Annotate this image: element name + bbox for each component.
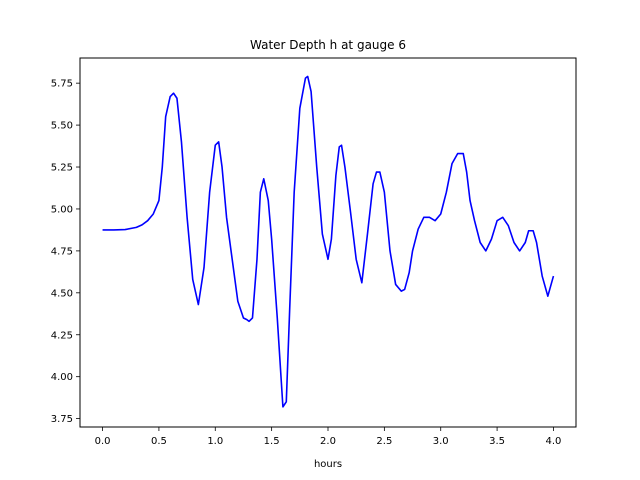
x-tick-label: 0.0 (95, 436, 111, 447)
x-tick-label: 3.0 (433, 436, 449, 447)
x-axis-ticks: 0.0 0.5 1.0 1.5 2.0 2.5 3.0 3.5 4.0 (95, 427, 562, 447)
y-tick-label: 4.50 (51, 288, 73, 299)
x-tick-label: 2.5 (376, 436, 392, 447)
x-tick-label: 0.5 (151, 436, 167, 447)
y-tick-label: 4.25 (51, 330, 73, 341)
chart-title: Water Depth h at gauge 6 (250, 38, 406, 52)
series-layer (102, 75, 555, 408)
y-tick-label: 5.00 (51, 204, 73, 215)
y-tick-label: 5.50 (51, 121, 73, 132)
x-tick-label: 4.0 (546, 436, 562, 447)
plot-frame (79, 57, 577, 428)
x-axis-label: hours (314, 459, 342, 470)
y-tick-label: 4.75 (51, 246, 73, 257)
y-tick-label: 5.75 (51, 79, 73, 90)
x-tick-label: 3.5 (489, 436, 505, 447)
y-axis-ticks: 3.75 4.00 4.25 4.50 4.75 5.00 5.25 5.50 5.75 (51, 79, 80, 425)
series-line-0 (102, 75, 555, 408)
y-tick-label: 3.75 (51, 414, 73, 425)
x-tick-label: 1.0 (207, 436, 223, 447)
y-tick-label: 4.00 (51, 372, 73, 383)
y-tick-label: 5.25 (51, 163, 73, 174)
x-tick-label: 1.5 (264, 436, 280, 447)
x-tick-label: 2.0 (320, 436, 336, 447)
